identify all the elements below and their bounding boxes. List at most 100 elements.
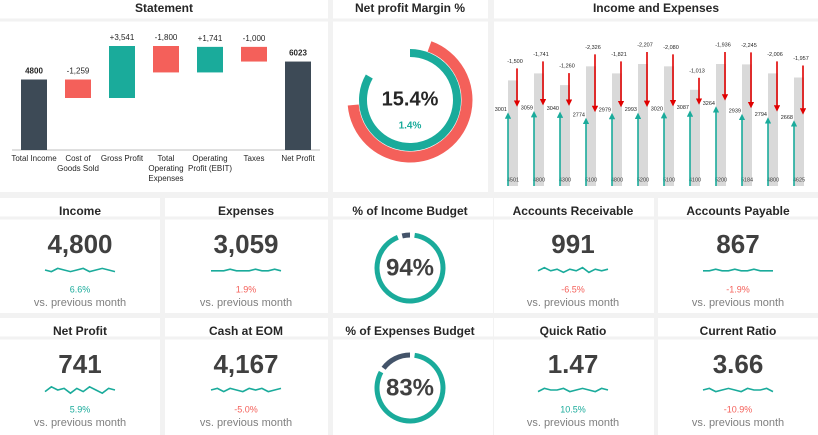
expense-label: -1,821	[611, 52, 627, 58]
ring-change: 1.4%	[399, 121, 422, 132]
panel-title: Current Ratio	[700, 324, 777, 338]
waterfall-bar	[109, 46, 135, 98]
kpi-note: vs. previous month	[692, 417, 784, 429]
expense-label: -1,260	[559, 64, 575, 70]
expense-label: -2,006	[767, 52, 783, 58]
kpi-change: -6.5%	[561, 284, 585, 294]
income-bar	[638, 64, 648, 186]
ring-inner	[359, 49, 461, 151]
net-label: 2979	[599, 108, 611, 114]
kpi-change: 10.5%	[560, 404, 586, 414]
data-label: 4800	[25, 67, 43, 76]
waterfall-bar	[153, 46, 179, 73]
expense-label: -2,080	[663, 45, 679, 51]
income-label: 4800	[533, 177, 545, 183]
expense-label: -2,245	[741, 43, 757, 49]
income-bar	[768, 73, 778, 186]
income-label: 5100	[663, 177, 675, 183]
sparkline	[537, 387, 609, 393]
gauge-value: 83%	[386, 374, 434, 401]
waterfall-bar	[21, 79, 47, 150]
panel-title: Quick Ratio	[540, 324, 607, 338]
kpi-value: 3.66	[713, 349, 764, 379]
gauge-remainder	[381, 352, 411, 370]
waterfall-bar	[285, 61, 311, 150]
kpi-change: -10.9%	[724, 404, 753, 414]
sparkline	[537, 266, 609, 274]
income-label: 4300	[559, 177, 571, 183]
income-bar	[794, 77, 804, 186]
kpi-note: vs. previous month	[200, 417, 292, 429]
data-label: +1,741	[198, 34, 223, 43]
income-label: 5100	[585, 177, 597, 183]
kpi-change: 5.9%	[70, 404, 91, 414]
data-label: -1,800	[155, 33, 178, 42]
income-label: 4100	[689, 177, 701, 183]
net-label: 3040	[547, 106, 559, 112]
net-label: 2774	[573, 112, 585, 118]
net-label: 3059	[521, 106, 533, 112]
net-label: 3087	[677, 105, 689, 111]
gauge-arc	[374, 352, 446, 424]
net-label: 3020	[651, 107, 663, 113]
kpi-note: vs. previous month	[34, 417, 126, 429]
panel-title: % of Income Budget	[352, 204, 467, 218]
income-bar	[534, 73, 544, 186]
ring-outer	[347, 41, 473, 163]
category-label: Total Operating Expenses	[148, 154, 184, 183]
kpi-change: 6.6%	[70, 284, 91, 294]
kpi-note: vs. previous month	[34, 297, 126, 309]
expense-label: -1,741	[533, 52, 549, 58]
kpi-change: 1.9%	[236, 284, 257, 294]
kpi-value: 741	[58, 349, 101, 379]
panel-title: % of Expenses Budget	[345, 324, 474, 338]
kpi-change: -5.0%	[234, 404, 258, 414]
income-bar	[690, 89, 700, 186]
net-label: 3264	[703, 101, 715, 107]
panel-title: Accounts Receivable	[513, 204, 634, 218]
kpi-value: 4,167	[213, 349, 278, 379]
income-bar	[612, 73, 622, 186]
kpi-note: vs. previous month	[527, 297, 619, 309]
kpi-note: vs. previous month	[527, 417, 619, 429]
kpi-value: 3,059	[213, 229, 278, 259]
expense-label: -1,957	[793, 56, 809, 62]
waterfall-bar	[241, 46, 267, 62]
income-label: 5200	[715, 177, 727, 183]
waterfall-bar	[197, 46, 223, 73]
kpi-change: -1.9%	[726, 284, 750, 294]
gauge-remainder	[401, 232, 411, 239]
income-label: 5184	[741, 177, 753, 183]
expense-label: -2,326	[585, 45, 601, 51]
kpi-note: vs. previous month	[200, 297, 292, 309]
category-label: Gross Profit	[100, 154, 144, 163]
expense-label: -1,500	[507, 59, 523, 65]
income-label: 4800	[767, 177, 779, 183]
kpi-value: 1.47	[548, 349, 599, 379]
gauge-value: 94%	[386, 254, 434, 281]
income-label: 4800	[611, 177, 623, 183]
category-label: Operating Profit (EBIT)	[187, 154, 232, 173]
income-bar	[586, 66, 596, 186]
category-label: Net Profit	[281, 154, 315, 163]
expense-label: -2,207	[637, 42, 653, 48]
panel-title: Statement	[135, 1, 193, 15]
sparkline	[44, 385, 116, 395]
panel-title: Cash at EOM	[209, 324, 283, 338]
net-label: 2939	[729, 108, 741, 114]
income-label: 4501	[507, 177, 519, 183]
panel-title: Income and Expenses	[593, 1, 719, 15]
kpi-value: 867	[716, 229, 759, 259]
panel	[494, 0, 818, 192]
panel-title: Net profit Margin %	[355, 1, 465, 15]
panel-title: Expenses	[218, 204, 274, 218]
waterfall-bar	[65, 79, 91, 98]
data-label: -1,000	[243, 34, 266, 43]
sparkline	[211, 268, 282, 272]
kpi-note: vs. previous month	[692, 297, 784, 309]
category-label: Cost of Goods Sold	[57, 154, 99, 173]
income-bar	[716, 64, 726, 186]
gauge-arc	[374, 232, 446, 304]
